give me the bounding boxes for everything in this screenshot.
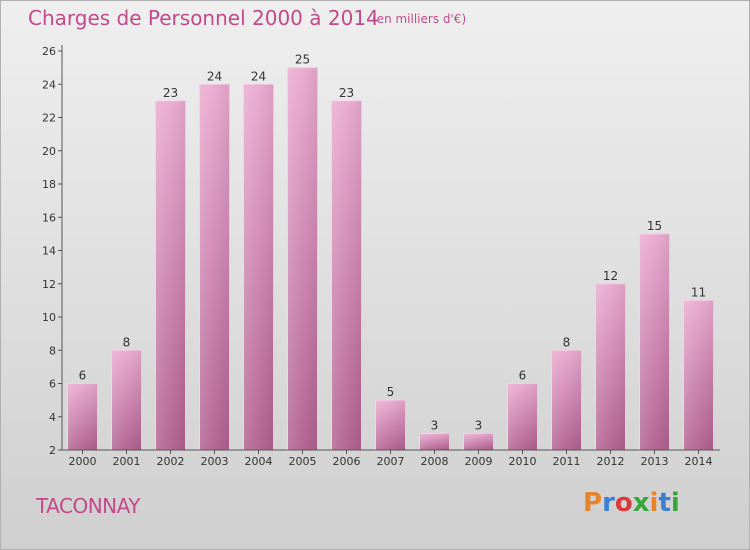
bar-highlight [287, 67, 318, 450]
bar-highlight [331, 100, 362, 450]
x-tick-label: 2008 [421, 455, 449, 468]
logo-letter: o [614, 488, 633, 518]
logo-letter: i [649, 488, 659, 518]
x-tick-label: 2010 [509, 455, 537, 468]
x-tick-label: 2012 [597, 455, 625, 468]
bar-highlight [111, 350, 142, 450]
x-tick-label: 2014 [685, 455, 713, 468]
bar-value-label: 6 [519, 369, 527, 383]
bar-highlight [551, 350, 582, 450]
bar-value-label: 5 [387, 385, 395, 399]
y-tick-label: 2 [49, 444, 56, 457]
logo-letter: t [658, 488, 671, 518]
y-tick-label: 18 [42, 178, 56, 191]
x-tick-label: 2007 [377, 455, 405, 468]
commune-name: TACONNAY [36, 494, 140, 518]
logo-letter: i [670, 488, 680, 518]
bar-value-label: 23 [339, 86, 354, 100]
bar-value-label: 11 [691, 285, 706, 299]
proxiti-logo: Proxiti [583, 488, 680, 518]
bar-value-label: 24 [251, 69, 266, 83]
y-tick-label: 12 [42, 278, 56, 291]
chart-unit-label: (en milliers d'€) [372, 12, 467, 26]
y-tick-label: 6 [49, 378, 56, 391]
bar-highlight [419, 433, 450, 450]
bar-highlight [683, 300, 714, 450]
bar-highlight [639, 233, 670, 450]
bar-highlight [67, 383, 98, 450]
bar-value-label: 3 [431, 418, 439, 432]
x-tick-label: 2000 [69, 455, 97, 468]
x-tick-label: 2011 [553, 455, 581, 468]
bar-value-label: 8 [123, 335, 131, 349]
bar-value-label: 12 [603, 269, 618, 283]
bar-value-label: 25 [295, 53, 310, 67]
logo-letter: P [583, 488, 603, 518]
y-tick-label: 4 [49, 411, 56, 424]
logo-letter: r [602, 488, 615, 518]
x-tick-label: 2013 [641, 455, 669, 468]
y-tick-label: 26 [42, 45, 56, 58]
bar-highlight [507, 383, 538, 450]
y-tick-label: 24 [42, 78, 56, 91]
bar-highlight [463, 433, 494, 450]
logo-letter: x [632, 488, 650, 518]
bar-value-label: 8 [563, 335, 571, 349]
x-tick-label: 2002 [157, 455, 185, 468]
x-tick-label: 2003 [201, 455, 229, 468]
bar-highlight [595, 283, 626, 450]
y-tick-label: 8 [49, 344, 56, 357]
x-tick-label: 2005 [289, 455, 317, 468]
bar-highlight [243, 84, 274, 450]
bar-value-label: 15 [647, 219, 662, 233]
bar-value-label: 3 [475, 418, 483, 432]
y-tick-label: 10 [42, 311, 56, 324]
bar-value-label: 24 [207, 69, 222, 83]
x-tick-label: 2006 [333, 455, 361, 468]
x-tick-label: 2004 [245, 455, 273, 468]
y-tick-label: 20 [42, 145, 56, 158]
x-tick-label: 2009 [465, 455, 493, 468]
bar-highlight [155, 100, 186, 450]
bar-highlight [199, 84, 230, 450]
bar-highlight [375, 400, 406, 450]
bar-value-label: 23 [163, 86, 178, 100]
y-tick-label: 16 [42, 211, 56, 224]
x-tick-label: 2001 [113, 455, 141, 468]
y-tick-label: 14 [42, 245, 56, 258]
bar-value-label: 6 [79, 369, 87, 383]
y-tick-label: 22 [42, 112, 56, 125]
chart-title: Charges de Personnel 2000 à 2014 [28, 6, 379, 30]
